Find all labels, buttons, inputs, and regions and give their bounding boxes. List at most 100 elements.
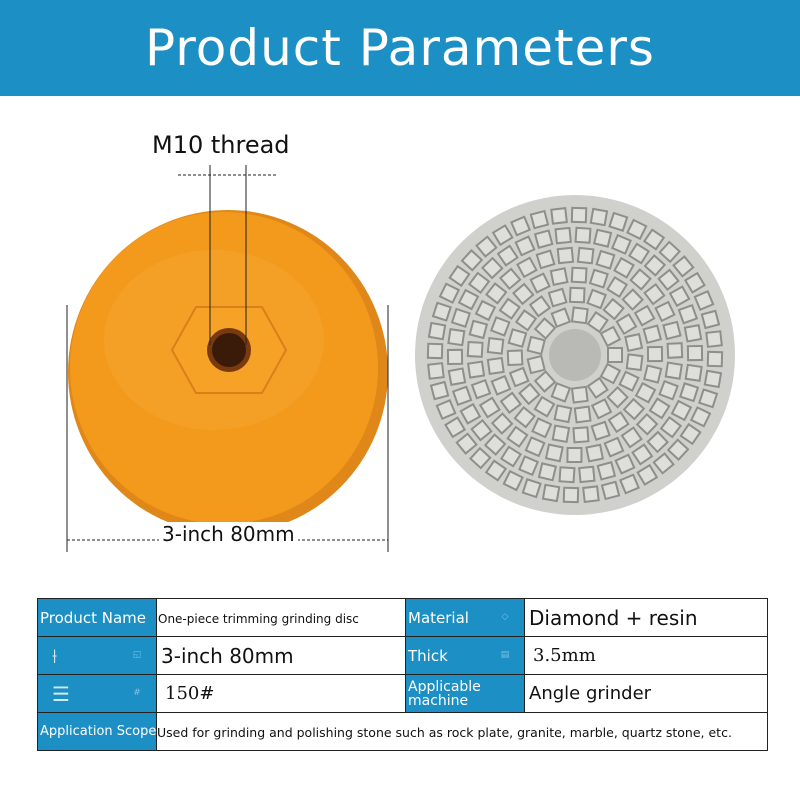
pad-segment <box>634 381 657 404</box>
pad-segment <box>533 370 557 393</box>
pad-segment <box>558 466 576 484</box>
table-value: Used for grinding and polishing stone su… <box>156 712 768 751</box>
pad-segment <box>648 397 671 420</box>
pad-segment <box>518 455 540 477</box>
pad-segment <box>455 432 478 455</box>
pad-segment <box>631 443 654 466</box>
pad-segment <box>427 362 445 380</box>
pad-segment <box>705 330 723 348</box>
pad-segment <box>554 226 572 245</box>
pad-segment <box>618 473 640 495</box>
pad-segment <box>460 249 484 272</box>
thread-label: M10 thread <box>152 131 290 159</box>
pad-segment <box>529 272 551 294</box>
pad-segment <box>447 328 466 347</box>
parameter-table: Product Name One-piece trimming grinding… <box>37 598 768 751</box>
pad-segment <box>426 342 444 360</box>
pad-segment <box>621 288 645 311</box>
table-key: ☰ # <box>37 674 157 713</box>
pad-segment <box>642 228 666 251</box>
pad-segment <box>550 307 572 328</box>
pad-segment <box>457 288 480 311</box>
pad-segment <box>700 309 721 330</box>
pad-segment <box>679 382 700 403</box>
pad-segment <box>533 229 554 249</box>
pad-segment <box>566 446 583 464</box>
pad-segment <box>642 324 663 345</box>
pad-segment <box>470 378 492 400</box>
pad-segment <box>686 344 704 362</box>
pad-segment <box>635 412 659 436</box>
pad-segment <box>582 485 600 503</box>
pad-segment <box>514 309 538 332</box>
pad-segment <box>668 285 691 308</box>
table-key: Application Scope <box>37 712 157 751</box>
pad-segment <box>448 264 471 288</box>
table-value: One-piece trimming grinding disc <box>156 598 406 637</box>
pad-segment <box>629 268 652 291</box>
table-value: 3.5mm <box>524 636 768 675</box>
pad-segment <box>698 388 719 409</box>
pad-segment <box>489 316 511 337</box>
pad-segment <box>529 209 550 230</box>
pad-segment <box>544 443 564 463</box>
pad-segment <box>483 433 507 456</box>
pad-segment <box>658 240 681 264</box>
pad-segment <box>590 398 613 420</box>
pad-segment <box>620 426 643 449</box>
pad-segment <box>683 324 703 343</box>
pad-segment <box>446 348 464 366</box>
pad-segment <box>625 353 644 372</box>
pad-segment <box>450 307 471 328</box>
pad-segment <box>596 461 617 481</box>
pad-segment <box>607 410 630 434</box>
pad-segment <box>643 254 667 277</box>
size-icon: ◱ <box>132 650 142 660</box>
product-illustration <box>66 165 735 552</box>
pad-segment <box>531 417 553 439</box>
pad-segment <box>677 303 699 325</box>
pad-segment <box>626 218 648 241</box>
pad-segment <box>459 402 482 425</box>
pad-segment <box>592 228 613 248</box>
pad-segments <box>426 206 724 504</box>
number-icon: # <box>133 688 141 698</box>
pad-segment <box>599 362 622 385</box>
pad-segment <box>624 332 644 352</box>
pad-segment <box>570 266 588 284</box>
pad-segment <box>466 360 486 379</box>
title-banner: Product Parameters <box>0 0 800 96</box>
pad-segment <box>490 374 512 396</box>
pad-segment <box>636 463 659 486</box>
pad-segment <box>627 242 651 265</box>
pad-segment <box>496 244 519 267</box>
pad-segment <box>466 340 484 358</box>
pad-segment <box>670 399 693 422</box>
pad-segment <box>537 462 558 482</box>
pad-segment <box>467 271 491 295</box>
table-row: ☰ # 150# Applicable machine Angle grinder <box>37 674 768 713</box>
table-row: ⟊ ◱ 3-inch 80mm Thick ▤ 3.5mm <box>37 636 768 675</box>
pad-segment <box>614 453 636 475</box>
pad-segment <box>498 297 521 320</box>
pad-segment <box>603 436 625 458</box>
pad-segment <box>683 271 706 294</box>
pad-segment <box>654 300 676 323</box>
pad-segment <box>484 459 508 482</box>
pad-segment <box>553 404 573 424</box>
pad-segment <box>610 233 632 255</box>
pad-segment <box>659 415 683 439</box>
pad-segment <box>551 424 571 444</box>
pad-segment <box>550 207 568 225</box>
pad-segment <box>485 282 508 305</box>
pad-segment <box>684 363 703 382</box>
pad-segment <box>499 391 523 414</box>
pad-segment <box>486 356 505 375</box>
pad-segment <box>570 206 588 224</box>
pad-segment <box>451 385 473 407</box>
pad-segment <box>573 405 592 424</box>
pad-segment <box>643 364 663 384</box>
pad-segment <box>506 425 529 448</box>
pad-segment <box>600 480 621 501</box>
table-row: Product Name One-piece trimming grinding… <box>37 598 768 637</box>
